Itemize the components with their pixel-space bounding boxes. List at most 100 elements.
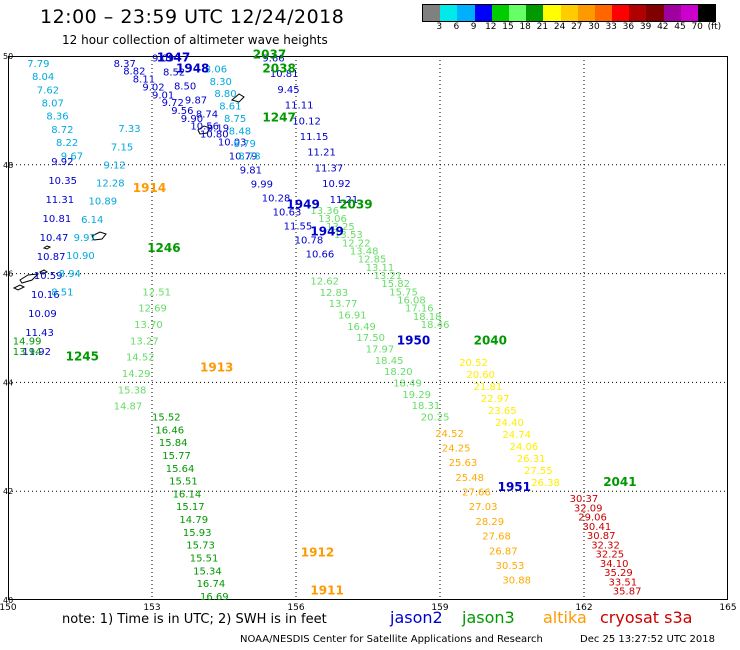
wave-height-value: 15.51: [169, 477, 198, 488]
wave-height-value: 10.35: [48, 176, 77, 187]
wave-height-value: 9.72: [162, 98, 184, 109]
wave-height-value: 9.01: [152, 90, 174, 101]
pass-time-label: 1247: [262, 110, 295, 124]
wave-height-value: 34.10: [600, 559, 629, 570]
wave-height-value: 13.53: [334, 230, 363, 241]
color-scale-label: 42: [657, 22, 669, 32]
pass-time-label: 1948: [176, 61, 209, 75]
color-scale-label: 30: [588, 22, 600, 32]
wave-height-value: 13.27: [130, 336, 159, 347]
wave-height-value: 9.81: [240, 165, 262, 176]
wave-height-value: 15.51: [190, 554, 219, 565]
wave-height-value: 25.48: [455, 473, 484, 484]
wave-height-value: 24.40: [495, 418, 524, 429]
color-scale-label: 21: [536, 22, 549, 32]
wave-height-value: 11.92: [22, 347, 51, 358]
wave-height-value: 10.47: [40, 233, 69, 244]
color-scale-label: 39: [639, 22, 652, 32]
island-1: [91, 231, 107, 241]
color-scale: [422, 4, 717, 22]
wave-height-value: 13.94: [13, 347, 42, 358]
wave-height-value: 30.53: [496, 561, 525, 572]
color-scale-label: 27: [571, 22, 583, 32]
pass-time-label: 1911: [310, 584, 343, 598]
wave-height-value: 18.49: [393, 378, 422, 389]
wave-height-value: 7.79: [27, 59, 49, 70]
wave-height-value: 8.74: [196, 109, 218, 120]
footnote: note: 1) Time is in UTC; 2) SWH is in fe…: [62, 612, 327, 627]
island-2: [19, 273, 40, 284]
wave-height-value: 25.63: [449, 458, 478, 469]
wave-height-value: 26.87: [489, 546, 518, 557]
wave-height-value: 24.74: [502, 430, 531, 441]
wave-height-value: 30.37: [570, 494, 599, 505]
wave-height-value: 26.38: [531, 478, 560, 489]
color-scale-label: 70: [691, 22, 703, 32]
wave-height-value: 8.75: [224, 114, 246, 125]
wave-height-value: 14.87: [114, 402, 143, 413]
longitude-tick-label: 159: [431, 603, 448, 613]
wave-height-value: 9.19: [207, 123, 229, 134]
color-scale-labels: 3 6 9 12 15 18 21 24 27 30 33 36 39 42 45 70 (ft): [422, 22, 732, 34]
wave-height-value: 27.55: [524, 466, 553, 477]
wave-height-value: 32.09: [574, 503, 603, 514]
wave-height-value: 13.70: [134, 320, 163, 331]
color-swatch: [440, 5, 458, 21]
wave-height-value: 9.45: [277, 85, 299, 96]
pass-time-label: 1950: [397, 333, 430, 347]
legend-item-jason3: jason3: [462, 608, 515, 627]
wave-height-value: 12.83: [320, 288, 349, 299]
color-scale-label: 45: [674, 22, 686, 32]
wave-height-value: 35.29: [604, 568, 633, 579]
wave-height-value: 8.94: [59, 269, 81, 280]
wave-height-value: 15.38: [118, 385, 147, 396]
wave-height-value: 6.14: [81, 215, 103, 226]
wave-height-value: 20.25: [421, 412, 450, 423]
wave-height-value: 23.65: [488, 406, 517, 417]
island-5: [230, 93, 245, 103]
color-scale-label: 6: [453, 22, 460, 32]
wave-height-value: 27.68: [482, 532, 511, 543]
wave-height-value: 13.21: [373, 271, 402, 282]
color-swatch: [423, 5, 441, 21]
color-swatch: [646, 5, 664, 21]
wave-height-value: 8.36: [46, 112, 68, 123]
pass-time-label: 1949: [310, 225, 343, 239]
wave-height-value: 9.99: [251, 179, 273, 190]
color-swatch: [560, 5, 578, 21]
wave-height-value: 8.06: [205, 64, 227, 75]
pass-time-label: 1914: [133, 181, 166, 195]
color-swatch: [508, 5, 527, 21]
wave-height-value: 8.79: [234, 139, 256, 150]
wave-height-value: 10.80: [200, 130, 229, 141]
wave-height-value: 24.25: [442, 443, 471, 454]
wave-height-value: 16.74: [197, 579, 226, 590]
wave-height-value: 13.11: [366, 263, 395, 274]
wave-height-value: 7.33: [118, 124, 140, 135]
wave-height-value: 10.81: [43, 214, 72, 225]
wave-height-value: 11.43: [25, 328, 54, 339]
wave-height-value: 9.02: [142, 82, 164, 93]
wave-height-value: 15.84: [159, 438, 188, 449]
wave-height-value: 10.09: [28, 309, 57, 320]
wave-height-value: 8.51: [51, 287, 73, 298]
wave-height-value: 11.55: [284, 221, 313, 232]
wave-height-value: 9.66: [262, 53, 284, 64]
wave-height-value: 15.93: [183, 528, 212, 539]
wave-height-value: 10.81: [270, 69, 299, 80]
wave-height-value: 14.79: [179, 515, 208, 526]
wave-height-value: 8.04: [32, 72, 54, 83]
color-swatch: [474, 5, 492, 21]
wave-height-value: 28.29: [476, 517, 505, 528]
island-6: [39, 269, 48, 275]
wave-height-value: 13.25: [326, 222, 355, 233]
wave-height-value: 8.37: [114, 59, 136, 70]
wave-height-value: 9.87: [185, 95, 207, 106]
wave-height-value: 29.06: [578, 513, 607, 524]
wave-height-value: 24.06: [510, 442, 539, 453]
longitude-tick-label: 165: [719, 603, 736, 613]
satellite-tracks: 7.79 8.04 7.62 8.07 8.36 8.72 8.22 9.679.92 10.3…: [13, 53, 642, 603]
color-swatch: [594, 5, 613, 21]
